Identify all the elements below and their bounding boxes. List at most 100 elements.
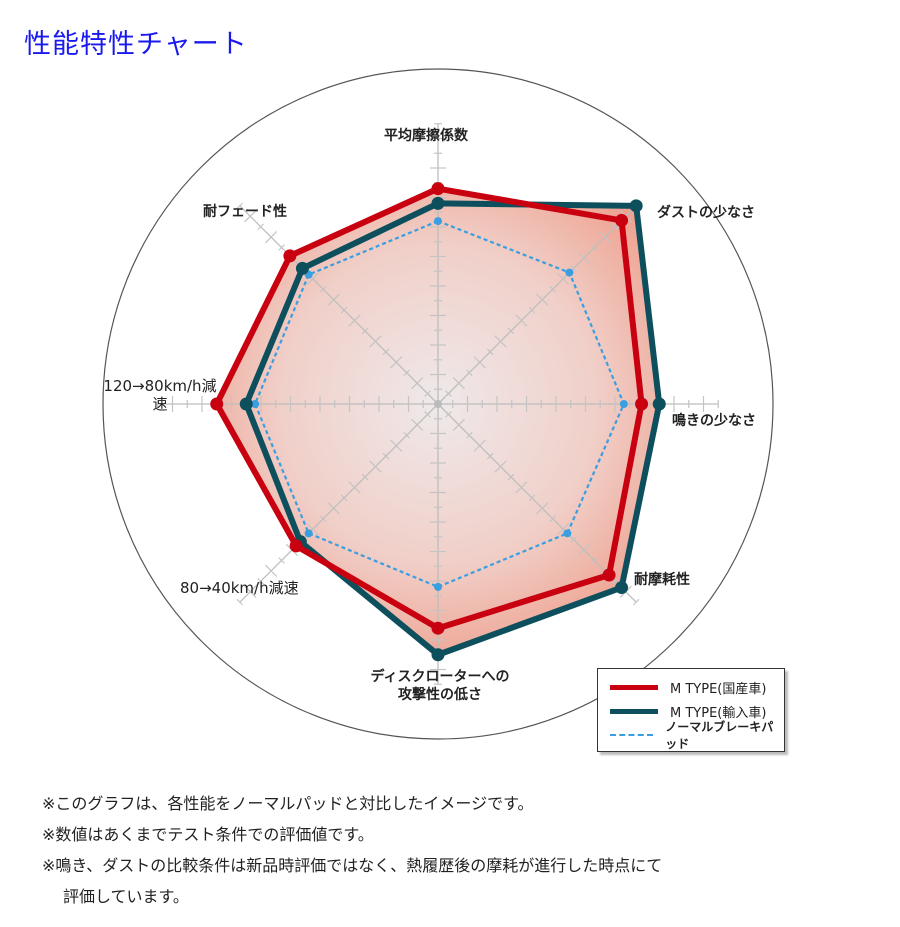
axis-tick: [265, 231, 278, 244]
axis-tick: [257, 223, 264, 230]
note-3: ※鳴き、ダストの比較条件は新品時評価ではなく、熱履歴後の摩耗が進行した時点にて: [42, 856, 663, 875]
data-point-s0-2: [635, 397, 649, 411]
data-point-s1-2: [652, 397, 666, 411]
axis-tick: [278, 244, 285, 251]
data-point-s0-3: [602, 568, 616, 582]
axis-tick: [591, 557, 598, 564]
data-point-s0-7: [283, 249, 297, 263]
axis-tick: [403, 432, 410, 439]
legend-swatch-domestic: [610, 684, 658, 690]
axis-tick: [348, 314, 361, 327]
axis-label-wear: 耐摩耗性: [634, 572, 690, 588]
axis-tick: [466, 369, 473, 376]
center-point: [434, 400, 442, 408]
axis-tick: [424, 411, 431, 418]
axis-tick: [244, 210, 257, 223]
axis-tick: [494, 460, 507, 473]
note-3-cont: 評価しています。: [63, 887, 189, 906]
axis-line-7: [239, 205, 439, 405]
axis-tick: [411, 377, 424, 390]
axis-tick: [382, 452, 390, 460]
outer-circle: [102, 68, 774, 740]
data-point-s1-7: [295, 261, 309, 275]
axis-tick: [306, 523, 319, 536]
data-point-s2-4: [434, 582, 442, 591]
axis-tick: [473, 439, 486, 452]
axis-tick: [390, 356, 403, 369]
axis-tick: [320, 286, 327, 293]
axis-label-disc-line1: ディスクローターへの: [370, 669, 510, 685]
axis-tick: [327, 502, 340, 515]
axis-tick: [265, 564, 278, 577]
legend-item-domestic: M TYPE(国産車): [610, 677, 766, 697]
axis-tick: [536, 502, 549, 515]
data-point-s1-0: [431, 196, 445, 210]
legend-item-import: M TYPE(輸入車): [610, 701, 766, 721]
axis-tick: [486, 348, 494, 356]
axis-line-1: [437, 205, 637, 405]
axis-line-5: [239, 403, 439, 603]
axis-tick: [452, 377, 465, 390]
notes: ※このグラフは、各性能をノーマルパッドと対比したイメージです。 ※数値はあくまで…: [42, 788, 662, 912]
axis-tick: [612, 578, 619, 585]
axis-tick: [577, 251, 591, 265]
data-point-s0-0: [431, 182, 445, 196]
axis-tick: [369, 335, 382, 348]
axis-tick: [507, 473, 515, 481]
axis-tick: [486, 452, 494, 460]
legend: M TYPE(国産車) M TYPE(輸入車) ノーマルブレーキパッド: [597, 668, 785, 752]
axis-tick: [361, 473, 369, 481]
axis-tick: [598, 231, 611, 244]
axis-tick: [236, 598, 244, 606]
axis-tick: [390, 439, 403, 452]
axis-tick: [306, 272, 319, 285]
axis-tick: [557, 272, 570, 285]
axis-tick: [320, 515, 327, 522]
axis-label-disc: ディスクローターへの 攻撃性の低さ: [340, 668, 540, 704]
page-title: 性能特性チャート: [24, 29, 248, 60]
data-point-s1-6: [239, 397, 253, 411]
legend-label-import: M TYPE(輸入車): [670, 705, 767, 721]
data-point-s2-5: [304, 529, 313, 538]
data-point-s1-3: [615, 581, 629, 595]
data-point-s2-0: [434, 217, 442, 226]
axis-label-low-speed: 80→40km/h減速: [180, 579, 299, 597]
axis-tick: [327, 293, 340, 306]
data-point-s1-1: [629, 199, 643, 213]
axis-tick: [494, 335, 507, 348]
data-point-s0-6: [210, 397, 224, 411]
axis-tick: [577, 543, 591, 557]
legend-label-normal: ノーマルブレーキパッド: [665, 720, 774, 751]
axis-tick: [452, 418, 465, 431]
axis-label-noise: 鳴きの少なさ: [672, 413, 756, 429]
axis-tick: [340, 306, 348, 314]
axis-label-fade: 耐フェード性: [203, 204, 287, 220]
axis-tick: [369, 460, 382, 473]
axis-tick: [411, 418, 424, 431]
axis-line-3: [437, 403, 637, 603]
axis-tick: [340, 494, 348, 502]
axis-tick: [549, 515, 556, 522]
note-1: ※このグラフは、各性能をノーマルパッドと対比したイメージです。: [42, 794, 534, 813]
note-2: ※数値はあくまでテスト条件での評価値です。: [42, 825, 374, 844]
axis-tick: [507, 327, 515, 335]
data-point-s0-4: [431, 621, 445, 635]
data-point-s2-3: [563, 529, 572, 538]
axis-tick: [445, 411, 452, 418]
axis-tick: [445, 390, 452, 397]
axis-tick: [473, 356, 486, 369]
axis-label-disc-line2: 攻撃性の低さ: [398, 687, 482, 703]
axis-tick: [528, 306, 536, 314]
axis-tick: [528, 494, 536, 502]
axis-tick: [348, 481, 361, 494]
axis-label-high-speed: 120→80km/h減速: [103, 377, 217, 413]
data-point-s2-2: [619, 400, 628, 408]
data-point-s1-4: [431, 648, 445, 662]
axis-label-dust: ダストの少なさ: [657, 205, 755, 221]
axis-label-friction: 平均摩擦係数: [384, 128, 468, 144]
axis-tick: [591, 244, 598, 251]
data-point-s2-1: [565, 268, 574, 277]
axis-tick: [536, 293, 549, 306]
axis-tick: [612, 223, 619, 230]
axis-tick: [570, 265, 577, 272]
